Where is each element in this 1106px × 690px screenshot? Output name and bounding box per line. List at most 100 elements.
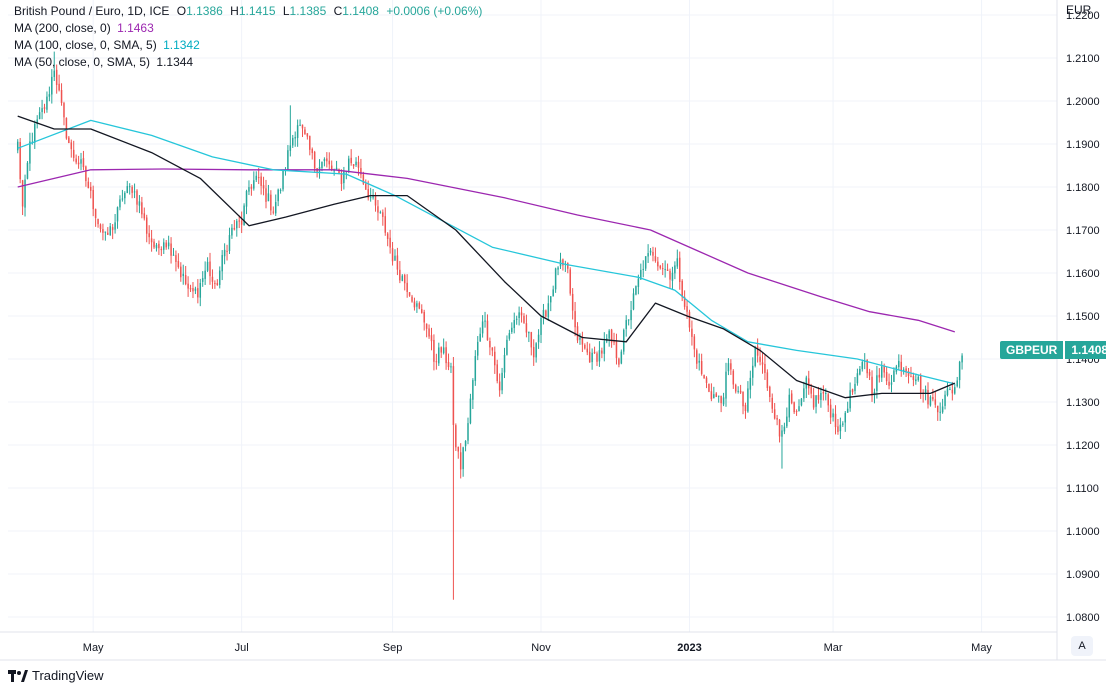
candle-body <box>941 406 944 413</box>
candle <box>126 180 129 194</box>
candle-body <box>615 341 618 359</box>
ma200-line <box>17 168 955 333</box>
candle <box>243 203 245 226</box>
candle-body <box>503 354 506 373</box>
candle-body <box>68 137 70 144</box>
candle-body <box>218 270 221 285</box>
candle-body <box>335 167 338 171</box>
candle <box>326 152 328 168</box>
candle-body <box>822 392 825 394</box>
candle <box>793 401 795 414</box>
candle-body <box>929 396 932 406</box>
candle <box>309 135 311 156</box>
candle-body <box>951 389 954 394</box>
candle <box>725 362 727 407</box>
candle <box>46 91 48 113</box>
y-tick-label: 1.1800 <box>1066 182 1100 194</box>
candle-body <box>771 397 773 409</box>
candle <box>289 105 292 157</box>
candle <box>900 354 902 377</box>
candle-body <box>187 283 189 289</box>
candle <box>788 388 791 423</box>
candle <box>435 353 438 370</box>
candle <box>727 358 730 376</box>
candle <box>842 421 844 427</box>
candle-body <box>396 255 399 270</box>
candle-body <box>430 335 433 342</box>
candle <box>705 376 708 389</box>
candle-body <box>201 278 204 282</box>
y-tick-label: 1.1300 <box>1066 397 1100 409</box>
candle-body <box>355 161 357 166</box>
candle-body <box>623 329 625 352</box>
candle <box>85 165 87 187</box>
candle-body <box>423 311 425 323</box>
candle-body <box>474 356 477 381</box>
candle <box>537 329 540 349</box>
auto-scale-button[interactable]: A <box>1071 636 1093 656</box>
candle <box>306 133 309 140</box>
candle <box>571 288 574 320</box>
candle <box>486 314 489 341</box>
candle <box>99 223 102 233</box>
candle-body <box>243 205 245 226</box>
ma100-line <box>17 119 955 385</box>
candle-body <box>530 332 533 348</box>
candle-body <box>635 286 637 295</box>
candle <box>630 300 632 330</box>
candle <box>525 314 528 338</box>
candle <box>856 368 859 386</box>
candle <box>260 172 262 195</box>
candle <box>528 331 530 343</box>
candle <box>742 391 744 415</box>
candle <box>888 373 890 390</box>
candle <box>77 155 80 169</box>
candle-body <box>416 303 418 307</box>
legend-ma200-row[interactable]: MA (200, close, 0) 1.1463 <box>14 20 482 37</box>
candle <box>744 402 747 419</box>
candle-body <box>145 217 148 234</box>
candle-body <box>861 361 864 370</box>
candle <box>396 247 399 276</box>
candle <box>80 152 82 171</box>
candle <box>518 306 520 326</box>
candle-body <box>642 268 644 270</box>
candle <box>440 346 442 358</box>
candle <box>97 218 99 228</box>
candle-body <box>810 387 812 394</box>
candle <box>197 279 199 304</box>
candle <box>693 334 696 358</box>
candle <box>119 195 121 211</box>
last-price-tag: GBPEUR 1.1408 <box>1000 341 1106 359</box>
candle-body <box>954 387 956 394</box>
candle-body <box>204 270 206 279</box>
candle <box>467 417 469 445</box>
candle-body <box>172 254 175 256</box>
legend-ma50-row[interactable]: MA (50, close, 0, SMA, 5) 1.1344 <box>14 54 482 71</box>
legend-ma100-row[interactable]: MA (100, close, 0, SMA, 5) 1.1342 <box>14 37 482 54</box>
candle <box>715 392 718 398</box>
candle-body <box>124 192 126 199</box>
candle-body <box>851 389 854 393</box>
candle <box>107 227 109 236</box>
candle <box>416 300 418 313</box>
candle <box>411 294 413 303</box>
candle-body <box>51 76 53 95</box>
candle-body <box>515 318 518 320</box>
candle-body <box>944 394 946 406</box>
candle-body <box>681 280 683 298</box>
candle <box>890 374 893 393</box>
candle <box>26 161 29 180</box>
tradingview-logo[interactable]: TradingView <box>8 668 104 683</box>
candle-body <box>676 258 679 267</box>
candle-body <box>846 408 849 413</box>
candle <box>372 189 374 200</box>
candle <box>654 247 657 263</box>
candle-body <box>717 395 720 397</box>
candle-body <box>279 189 282 191</box>
candle <box>732 369 735 389</box>
candle-body <box>917 376 920 381</box>
candle-body <box>520 312 523 316</box>
candle <box>545 309 547 318</box>
